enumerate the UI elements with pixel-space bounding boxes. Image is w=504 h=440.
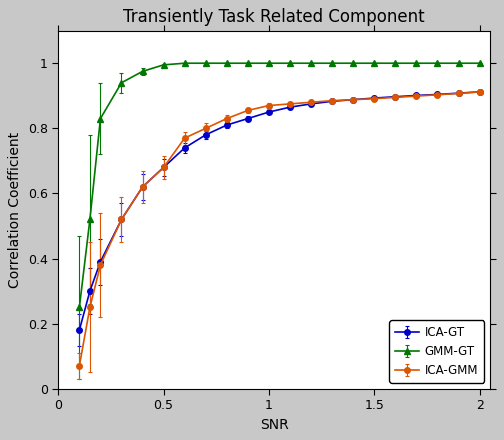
Legend: ICA-GT, GMM-GT, ICA-GMM: ICA-GT, GMM-GT, ICA-GMM (390, 320, 484, 383)
Y-axis label: Correlation Coefficient: Correlation Coefficient (9, 132, 22, 288)
Title: Transiently Task Related Component: Transiently Task Related Component (123, 8, 425, 26)
X-axis label: SNR: SNR (260, 418, 289, 432)
